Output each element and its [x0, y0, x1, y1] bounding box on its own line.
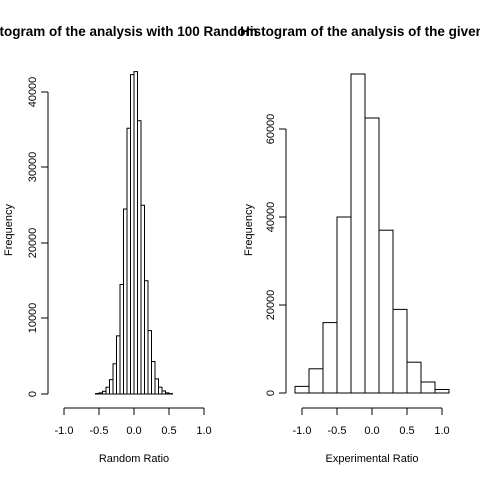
histogram-bar: [119, 284, 124, 395]
y-tick-label: 40000: [27, 77, 39, 108]
histogram-bar: [364, 117, 380, 394]
histogram-bar: [133, 71, 138, 395]
histogram-bar: [116, 335, 121, 395]
histogram-bar: [406, 361, 422, 394]
x-tick-label: -1.0: [55, 425, 74, 437]
x-tick-label: 1.0: [196, 425, 211, 437]
histogram-bar: [161, 390, 166, 395]
histogram-bar: [350, 73, 366, 394]
y-tick-label: 20000: [27, 228, 39, 259]
y-axis-label: Frequency: [3, 204, 15, 256]
histogram-bar: [137, 120, 142, 395]
x-tick-label: -1.0: [293, 425, 312, 437]
x-tick-label: 0.0: [364, 425, 379, 437]
histogram-bar: [308, 368, 324, 394]
histogram-bar: [140, 204, 145, 395]
x-axis-label: Random Ratio: [99, 453, 169, 465]
histogram-bar: [123, 208, 128, 395]
histogram-bar: [165, 392, 170, 395]
y-tick-label: 30000: [27, 152, 39, 183]
x-tick-label: 0.0: [126, 425, 141, 437]
random-ratio-histogram: Histogram of the analysis with 100 Rando…: [0, 24, 258, 465]
histogram-bar: [158, 386, 163, 395]
y-axis-label: Frequency: [243, 204, 255, 256]
chart-title: Histogram of the analysis with 100 Rando…: [0, 24, 258, 39]
histogram-bar: [105, 386, 110, 395]
y-tick-label: 0: [27, 391, 39, 397]
histogram-bar: [126, 127, 131, 395]
histogram-bar: [336, 216, 352, 394]
x-tick-label: -0.5: [90, 425, 109, 437]
y-tick-label: 60000: [265, 114, 277, 145]
histogram-bar: [154, 378, 159, 395]
histogram-bar: [144, 280, 149, 395]
histogram-bar: [294, 385, 310, 394]
histogram-bar: [112, 363, 117, 395]
histogram-bar: [102, 390, 107, 395]
y-tick-label: 20000: [265, 290, 277, 321]
y-tick-label: 10000: [27, 303, 39, 334]
chart-title: Histogram of the analysis of the given: [240, 24, 480, 39]
x-tick-label: 1.0: [434, 425, 449, 437]
histogram-bar: [378, 229, 394, 394]
histogram-bar: [147, 330, 152, 395]
histogram-bar: [109, 379, 114, 395]
y-tick-label: 0: [265, 390, 277, 396]
histogram-bar: [322, 322, 338, 394]
x-tick-label: 0.5: [161, 425, 176, 437]
histogram-bar: [434, 388, 450, 394]
histogram-bar: [151, 361, 156, 395]
x-axis-label: Experimental Ratio: [326, 453, 419, 465]
histogram-bar: [98, 392, 103, 395]
experimental-ratio-histogram: Histogram of the analysis of the given -1…: [240, 24, 480, 465]
histogram-bar: [392, 308, 408, 394]
x-tick-label: -0.5: [328, 425, 347, 437]
histogram-bar: [420, 381, 436, 394]
histogram-bar: [130, 74, 135, 395]
y-tick-label: 40000: [265, 202, 277, 233]
x-tick-label: 0.5: [399, 425, 414, 437]
